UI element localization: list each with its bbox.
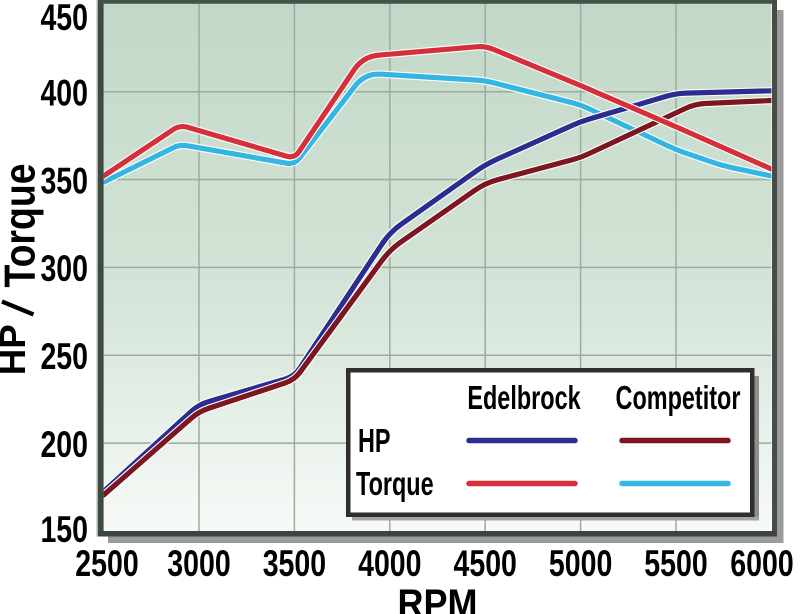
svg-text:Torque: Torque [0,164,45,288]
svg-text:250: 250 [40,336,88,378]
svg-text:Torque: Torque [356,466,434,503]
svg-text:4000: 4000 [358,543,421,585]
svg-text:HP: HP [0,324,33,375]
svg-text:450: 450 [40,0,88,39]
svg-text:Competitor: Competitor [616,380,741,417]
svg-text:4500: 4500 [454,543,517,585]
svg-text:2500: 2500 [75,543,138,585]
svg-text:6000: 6000 [730,543,793,585]
svg-text:350: 350 [40,161,88,203]
svg-text:5500: 5500 [644,543,707,585]
svg-text:5000: 5000 [549,543,612,585]
svg-text:Edelbrock: Edelbrock [467,380,580,417]
svg-text:400: 400 [40,73,88,115]
svg-text:3500: 3500 [263,543,326,585]
svg-text:300: 300 [40,249,88,291]
svg-text:150: 150 [40,509,88,551]
svg-text:3000: 3000 [167,543,230,585]
svg-text:200: 200 [40,424,88,466]
svg-text:RPM: RPM [398,582,478,614]
svg-text:HP: HP [358,423,391,460]
